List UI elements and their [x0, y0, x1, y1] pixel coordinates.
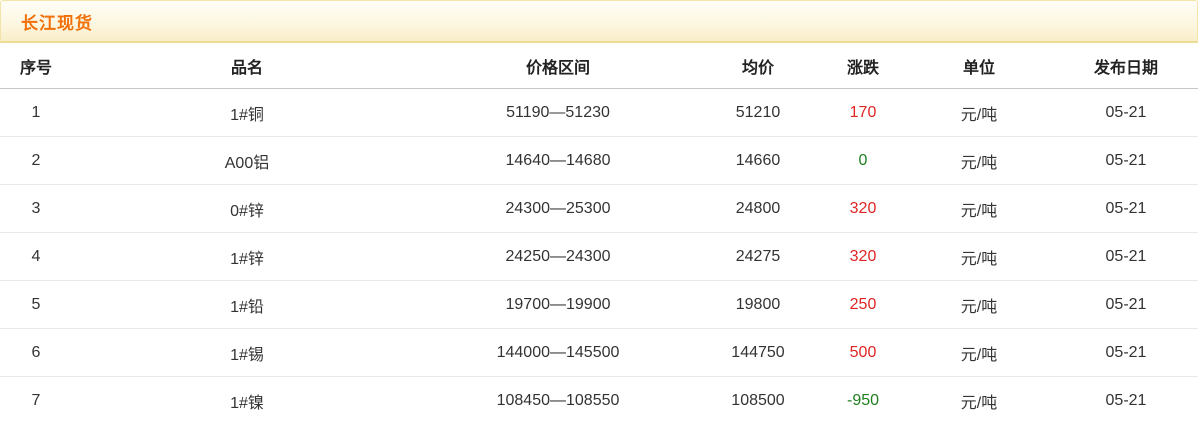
- table-row: 5 1#铅 19700—19900 19800 250 元/吨 05-21: [0, 280, 1198, 329]
- col-header-serial: 序号: [0, 43, 72, 89]
- price-table: 序号 品名 价格区间 均价 涨跌 单位 发布日期 1 1#铜 51190—512…: [0, 43, 1198, 424]
- section-title-bar: 长江现货: [0, 0, 1198, 43]
- cell-name: 1#锌: [72, 232, 422, 281]
- cell-serial: 4: [0, 232, 72, 281]
- cell-publish-date: 05-21: [1054, 184, 1198, 233]
- cell-price-range: 24300—25300: [422, 184, 694, 233]
- table-row: 1 1#铜 51190—51230 51210 170 元/吨 05-21: [0, 88, 1198, 137]
- cell-unit: 元/吨: [904, 184, 1054, 233]
- cell-change: 500: [822, 328, 904, 377]
- cell-unit: 元/吨: [904, 280, 1054, 329]
- cell-change: 0: [822, 136, 904, 185]
- cell-publish-date: 05-21: [1054, 88, 1198, 137]
- table-row: 6 1#锡 144000—145500 144750 500 元/吨 05-21: [0, 328, 1198, 377]
- cell-price-range: 19700—19900: [422, 280, 694, 329]
- cell-serial: 3: [0, 184, 72, 233]
- cell-publish-date: 05-21: [1054, 232, 1198, 281]
- col-header-change: 涨跌: [822, 43, 904, 89]
- table-header-row: 序号 品名 价格区间 均价 涨跌 单位 发布日期: [0, 43, 1198, 89]
- cell-name: 1#铅: [72, 280, 422, 329]
- cell-name: 1#镍: [72, 376, 422, 424]
- col-header-name: 品名: [72, 43, 422, 89]
- col-header-publish-date: 发布日期: [1054, 43, 1198, 89]
- cell-avg-price: 24800: [694, 184, 822, 233]
- col-header-unit: 单位: [904, 43, 1054, 89]
- cell-price-range: 108450—108550: [422, 376, 694, 424]
- cell-serial: 7: [0, 376, 72, 424]
- cell-change: -950: [822, 376, 904, 424]
- cell-name: 1#锡: [72, 328, 422, 377]
- cell-publish-date: 05-21: [1054, 328, 1198, 377]
- cell-price-range: 24250—24300: [422, 232, 694, 281]
- table-row: 2 A00铝 14640—14680 14660 0 元/吨 05-21: [0, 136, 1198, 185]
- table-row: 4 1#锌 24250—24300 24275 320 元/吨 05-21: [0, 232, 1198, 281]
- cell-change: 320: [822, 184, 904, 233]
- cell-price-range: 144000—145500: [422, 328, 694, 377]
- col-header-avg-price: 均价: [694, 43, 822, 89]
- cell-name: 0#锌: [72, 184, 422, 233]
- cell-serial: 5: [0, 280, 72, 329]
- cell-unit: 元/吨: [904, 232, 1054, 281]
- cell-publish-date: 05-21: [1054, 376, 1198, 424]
- cell-publish-date: 05-21: [1054, 280, 1198, 329]
- cell-avg-price: 51210: [694, 88, 822, 137]
- cell-change: 320: [822, 232, 904, 281]
- table-row: 7 1#镍 108450—108550 108500 -950 元/吨 05-2…: [0, 376, 1198, 424]
- cell-avg-price: 19800: [694, 280, 822, 329]
- cell-unit: 元/吨: [904, 376, 1054, 424]
- cell-unit: 元/吨: [904, 136, 1054, 185]
- cell-publish-date: 05-21: [1054, 136, 1198, 185]
- col-header-price-range: 价格区间: [422, 43, 694, 89]
- cell-serial: 6: [0, 328, 72, 377]
- section-title-link[interactable]: 长江现货: [21, 13, 93, 33]
- cell-avg-price: 108500: [694, 376, 822, 424]
- cell-change: 250: [822, 280, 904, 329]
- cell-avg-price: 14660: [694, 136, 822, 185]
- cell-unit: 元/吨: [904, 328, 1054, 377]
- cell-change: 170: [822, 88, 904, 137]
- cell-serial: 1: [0, 88, 72, 137]
- cell-serial: 2: [0, 136, 72, 185]
- cell-name: 1#铜: [72, 88, 422, 137]
- table-row: 3 0#锌 24300—25300 24800 320 元/吨 05-21: [0, 184, 1198, 233]
- cell-avg-price: 24275: [694, 232, 822, 281]
- cell-avg-price: 144750: [694, 328, 822, 377]
- cell-price-range: 51190—51230: [422, 88, 694, 137]
- cell-name: A00铝: [72, 136, 422, 185]
- cell-price-range: 14640—14680: [422, 136, 694, 185]
- cell-unit: 元/吨: [904, 88, 1054, 137]
